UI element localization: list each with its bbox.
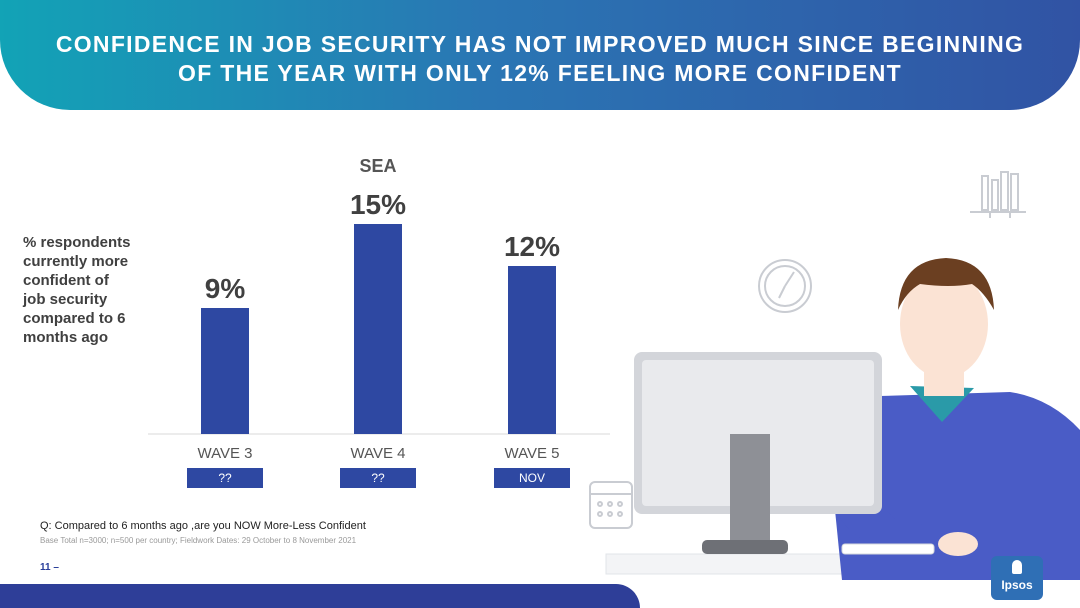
bar-chart: SEA 9% WAVE 3?? 15% WAVE 4?? 12% WAVE 5 NOV <box>148 156 610 488</box>
chart-title: SEA <box>359 156 396 176</box>
page-number-dash: – <box>53 562 59 573</box>
person-hair <box>898 258 994 310</box>
category-label: WAVE 3 <box>197 445 252 462</box>
page-title: CONFIDENCE IN JOB SECURITY HAS NOT IMPRO… <box>55 31 1025 86</box>
ipsos-logo: Ipsos <box>991 556 1043 600</box>
survey-question: Q: Compared to 6 months ago ,are you NOW… <box>40 520 366 532</box>
period-label: NOV <box>519 471 545 485</box>
bar <box>508 266 556 434</box>
calendar-icon <box>589 481 633 529</box>
data-label: 12% <box>504 231 560 262</box>
page-number-value: 11 <box>40 562 51 573</box>
monitor-stand <box>730 434 770 544</box>
logo-text: Ipsos <box>1001 578 1033 592</box>
person-head <box>900 270 988 378</box>
logo-mark-icon <box>1012 560 1022 574</box>
period-label: ?? <box>371 471 385 485</box>
keyboard <box>841 543 935 555</box>
period-box <box>494 468 570 488</box>
data-label: 9% <box>205 273 246 304</box>
monitor-screen <box>642 360 874 506</box>
period-label: ?? <box>218 471 232 485</box>
page-number: 11 – <box>40 562 59 573</box>
computer-user-illustration <box>589 171 1080 580</box>
category-label: WAVE 4 <box>350 445 405 462</box>
base-note: Base Total n=3000; n=500 per country; Fi… <box>40 536 357 545</box>
bar <box>201 308 249 434</box>
category-label: WAVE 5 <box>504 445 559 462</box>
period-box <box>187 468 263 488</box>
y-axis-label: % respondents currently more confident o… <box>23 234 131 346</box>
clock-icon <box>758 259 812 313</box>
header-banner: CONFIDENCE IN JOB SECURITY HAS NOT IMPRO… <box>0 0 1080 110</box>
bookshelf-icon <box>970 171 1026 218</box>
person-hand <box>938 532 978 556</box>
footer-band <box>0 584 640 608</box>
bar <box>354 224 402 434</box>
data-label: 15% <box>350 189 406 220</box>
period-box <box>340 468 416 488</box>
monitor-base <box>702 540 788 554</box>
